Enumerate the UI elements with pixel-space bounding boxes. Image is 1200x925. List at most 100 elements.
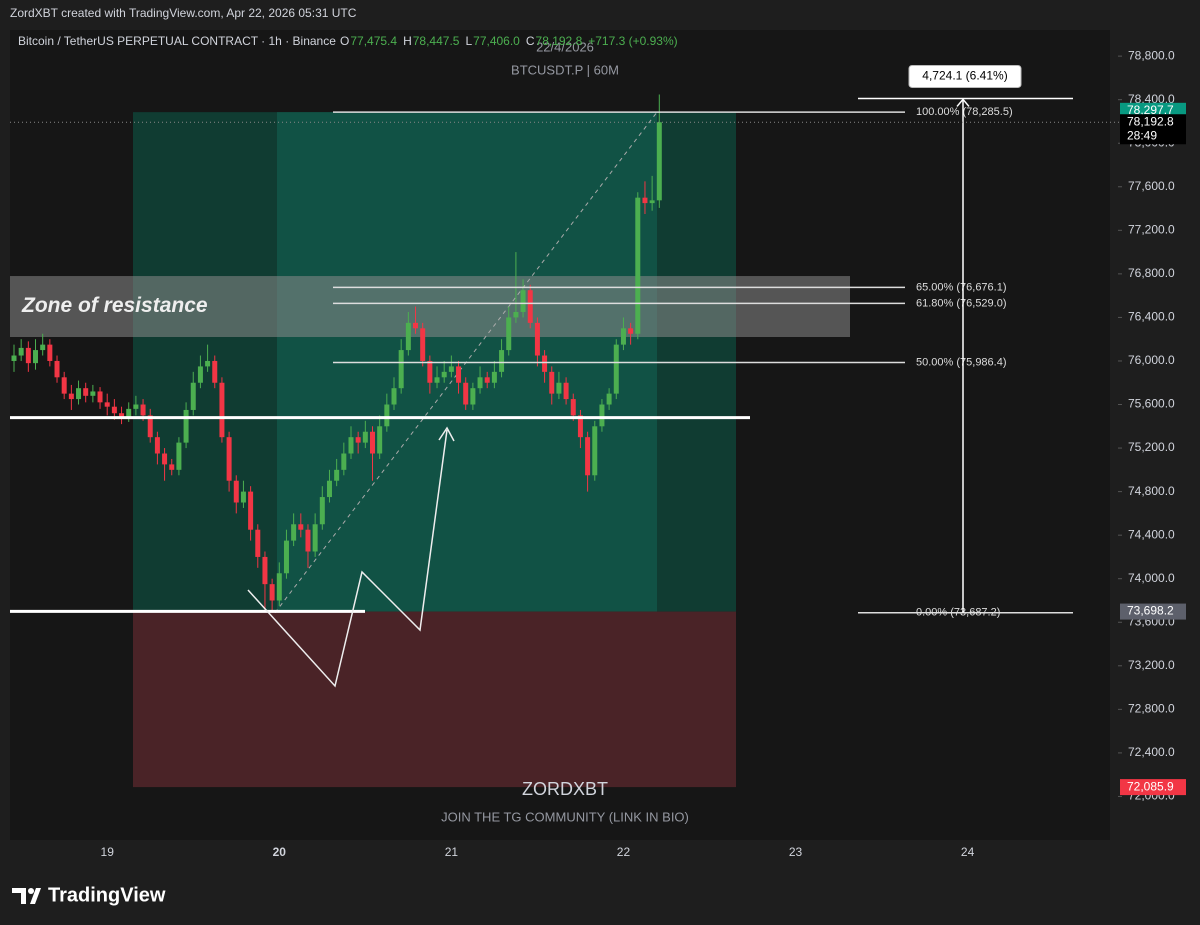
candle-body <box>656 122 662 201</box>
candle-body <box>90 391 96 396</box>
fib-label: 0.00% (73,687.2) <box>916 607 1000 619</box>
y-tick-label: 74,000.0 <box>1128 571 1175 585</box>
position-box: Zone of resistance <box>10 111 850 788</box>
candle-body <box>255 529 261 557</box>
fib-label: 100.00% (78,285.5) <box>916 106 1013 118</box>
candle-body <box>570 399 576 416</box>
candle-body <box>642 197 648 204</box>
candle-body <box>169 464 175 470</box>
candle-body <box>291 524 297 541</box>
candle-body <box>240 491 246 503</box>
candle-body <box>104 402 110 407</box>
candle-body <box>391 388 397 405</box>
candle-body <box>276 573 282 601</box>
brand-logo: TradingView <box>12 884 166 906</box>
y-tick-label: 77,200.0 <box>1128 222 1175 236</box>
price-badge-label: 78,297.7 <box>1127 103 1174 117</box>
fib-label: 50.00% (75,986.4) <box>916 356 1007 368</box>
price-badge-label: 72,085.9 <box>1127 779 1174 793</box>
candle-body <box>40 344 46 351</box>
y-tick-label: 76,800.0 <box>1128 266 1175 280</box>
price-badge <box>1120 603 1186 620</box>
candle-body <box>76 388 82 400</box>
candle-body <box>456 366 462 383</box>
candles <box>11 94 662 613</box>
logo-dot <box>28 888 34 894</box>
y-tick-label: 76,000.0 <box>1128 353 1175 367</box>
symbol: Bitcoin / TetherUS PERPETUAL CONTRACT · … <box>18 34 336 48</box>
candle-body <box>613 344 619 394</box>
candle-body <box>140 404 146 416</box>
candle-body <box>534 322 540 356</box>
candle-body <box>183 409 189 443</box>
measure-arrow-head <box>956 98 970 107</box>
ohlc-value: 77,475.4 <box>350 34 397 48</box>
candle-body <box>326 480 332 498</box>
measure-label: 4,724.1 (6.41%) <box>922 69 1007 83</box>
candle-body <box>585 437 591 476</box>
candle-body <box>477 377 483 389</box>
candle-body <box>413 322 419 329</box>
ohlc-value: 77,406.0 <box>473 34 520 48</box>
y-tick-label: 72,400.0 <box>1128 745 1175 759</box>
y-tick-label: 78,800.0 <box>1128 48 1175 62</box>
x-tick-label: 23 <box>789 845 803 859</box>
ohlc-change: +717.3 (+0.93%) <box>588 34 677 48</box>
candle-body <box>384 404 390 427</box>
candle-body <box>398 350 404 389</box>
candle-body <box>312 524 318 552</box>
candle-body <box>527 290 533 323</box>
candle-body <box>370 431 375 454</box>
candle-body <box>176 442 182 470</box>
price-badge-label: 73,698.2 <box>1127 604 1174 618</box>
candle-body <box>11 355 17 361</box>
ohlc-key: L <box>465 34 472 48</box>
countdown: 28:49 <box>1127 128 1157 142</box>
resistance-zone <box>10 276 850 338</box>
ohlc-key: H <box>403 34 412 48</box>
candle-body <box>377 426 383 454</box>
candle-body <box>111 406 117 414</box>
candle-body <box>563 382 569 400</box>
candle-body <box>18 347 24 356</box>
zigzag-arrow <box>247 429 448 688</box>
candle-body <box>212 360 218 383</box>
candle-body <box>556 382 562 394</box>
candle-body <box>420 328 426 361</box>
candle-body <box>283 540 289 574</box>
candle-body <box>620 328 626 345</box>
y-tick-label: 72,800.0 <box>1128 702 1175 716</box>
x-tick-label: 20 <box>273 845 287 859</box>
candle-body <box>635 197 641 334</box>
candle-body <box>577 415 583 438</box>
subtitle: BTCUSDT.P | 60M <box>511 62 619 77</box>
drawings: 100.00% (78,285.5) 65.00% (76,676.1) 61.80… <box>10 64 1120 688</box>
measure-box <box>908 64 1022 88</box>
y-tick-label: 78,400.0 <box>1128 92 1175 106</box>
candle-body <box>599 404 605 427</box>
candle-body <box>162 453 168 465</box>
candle-body <box>219 382 225 438</box>
fib-label: 65.00% (76,676.1) <box>916 281 1007 293</box>
candle-body <box>197 366 203 383</box>
y-tick-label: 73,200.0 <box>1128 658 1175 672</box>
candle-body <box>83 388 89 396</box>
candle-body <box>133 404 139 409</box>
candle-body <box>491 371 497 383</box>
candle-body <box>54 360 60 378</box>
candle-body <box>463 382 469 405</box>
candle-body <box>305 529 311 552</box>
x-tick-label: 22 <box>617 845 631 859</box>
candle-body <box>470 388 476 405</box>
logo-icon <box>12 888 41 904</box>
candle-body <box>154 437 160 454</box>
y-tick-label: 76,400.0 <box>1128 310 1175 324</box>
candle-body <box>298 524 304 530</box>
candle-body <box>262 556 268 585</box>
candle-body <box>226 437 232 481</box>
arrow-head <box>438 426 455 442</box>
watermark-sub: JOIN THE TG COMMUNITY (LINK IN BIO) <box>441 809 689 824</box>
candle-body <box>269 584 275 601</box>
zone-label: Zone of resistance <box>21 294 208 317</box>
